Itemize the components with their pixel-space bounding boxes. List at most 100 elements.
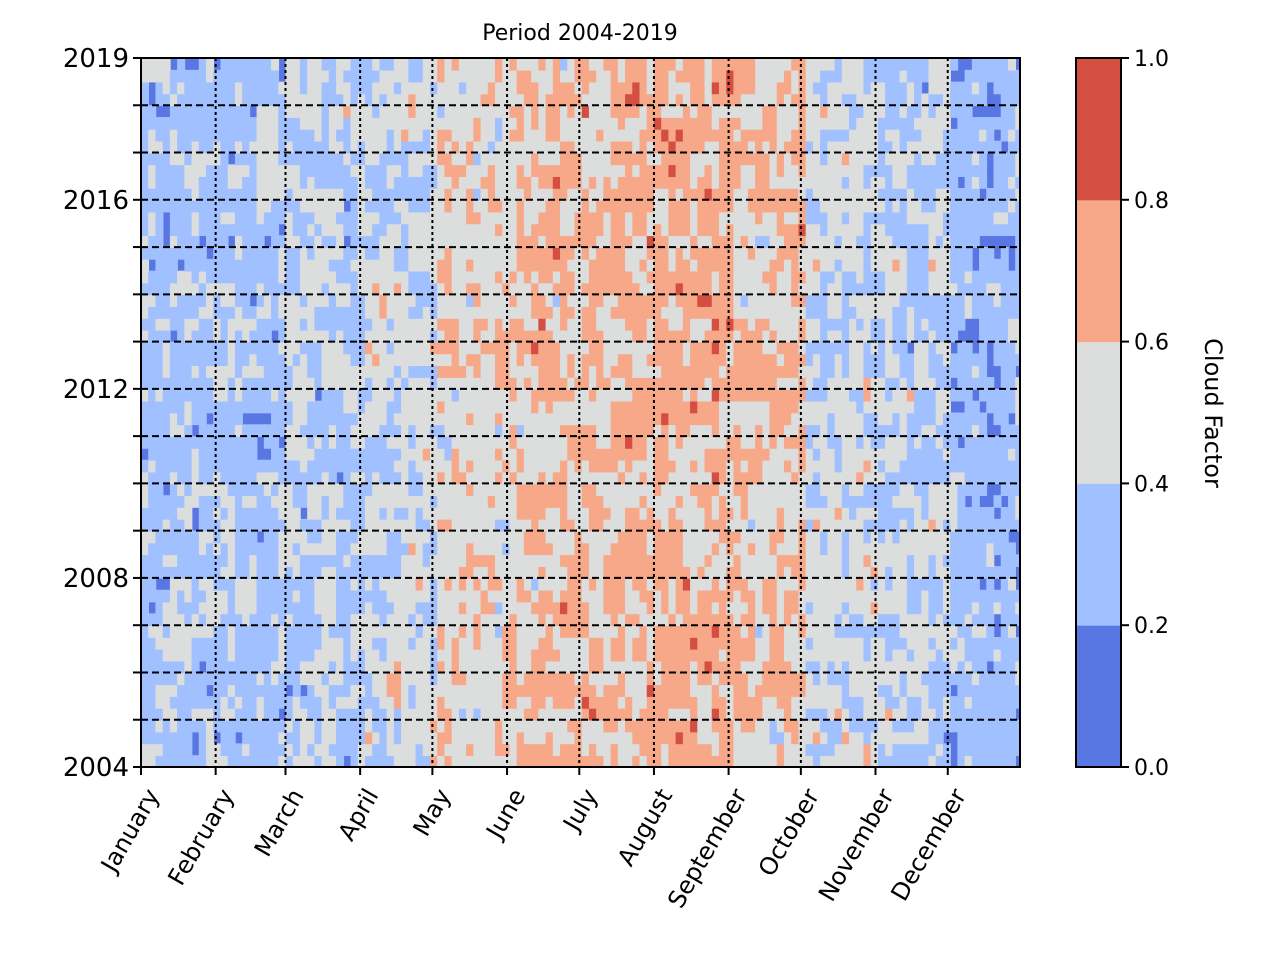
heatmap-cell [798,660,807,674]
heatmap-cell [278,495,287,508]
heatmap-cell [321,317,330,331]
heatmap-cell [495,554,504,567]
heatmap-cell [343,637,352,650]
heatmap-cell [567,719,576,733]
heatmap-cell [177,719,186,733]
heatmap-cell [856,412,865,426]
heatmap-cell [422,341,431,355]
heatmap-cell [162,365,171,378]
heatmap-cell [653,637,662,650]
heatmap-cell [191,353,200,367]
heatmap-cell [321,471,330,485]
heatmap-cell [350,353,359,367]
heatmap-cell [249,566,258,579]
heatmap-cell [863,719,872,733]
heatmap-cell [206,566,215,579]
heatmap-cell [668,577,677,591]
heatmap-cell [827,719,836,733]
heatmap-cell [928,471,937,485]
heatmap-cell [653,660,662,674]
heatmap-cell [401,377,410,390]
heatmap-cell [169,707,178,721]
heatmap-cell [747,530,756,544]
heatmap-cell [603,566,612,579]
heatmap-cell [177,589,186,603]
heatmap-cell [567,377,576,390]
heatmap-cell [350,743,359,756]
heatmap-cell [632,483,641,497]
heatmap-cell [263,719,272,733]
heatmap-cell [393,554,402,567]
heatmap-cell [271,625,280,638]
heatmap-cell [177,542,186,556]
heatmap-cell [986,648,995,662]
heatmap-cell [531,306,540,319]
heatmap-cell [364,589,373,603]
heatmap-cell [697,282,706,296]
heatmap-cell [429,625,439,638]
heatmap-cell [718,447,727,461]
heatmap-cell [473,518,482,532]
heatmap-cell [458,530,467,544]
heatmap-cell [747,317,756,331]
heatmap-cell [256,743,265,756]
heatmap-cell [343,424,352,437]
heatmap-cell [249,625,258,638]
heatmap-cell [971,507,980,520]
heatmap-cell [415,317,424,331]
heatmap-cell [646,483,655,497]
heatmap-cell [625,719,634,733]
heatmap-cell [1000,436,1009,449]
heatmap-cell [278,341,287,355]
heatmap-cell [596,353,605,367]
heatmap-cell [213,495,222,508]
heatmap-cell [560,530,569,544]
heatmap-cell [213,471,222,485]
heatmap-cell [292,447,301,461]
heatmap-cell [357,294,366,307]
heatmap-cell [148,400,157,414]
heatmap-cell [805,731,814,745]
heatmap-cell [733,412,742,426]
heatmap-cell [928,282,937,296]
heatmap-cell [783,530,793,544]
heatmap-cell [249,648,258,662]
heatmap-cell [437,660,446,674]
heatmap-cell [148,648,157,662]
heatmap-cell [625,341,634,355]
heatmap-cell [726,530,735,544]
heatmap-cell [610,566,619,579]
heatmap-cell [675,471,684,485]
heatmap-cell [184,412,193,426]
heatmap-cell [791,353,800,367]
heatmap-cell [278,365,287,378]
heatmap-cell [169,743,178,756]
heatmap-cell [278,530,287,544]
heatmap-cell [242,542,251,556]
heatmap-cell [206,447,215,461]
heatmap-cell [986,530,995,544]
heatmap-cell [820,483,829,497]
heatmap-cell [263,436,272,449]
heatmap-cell [588,707,597,721]
heatmap-cell [523,329,532,343]
heatmap-cell [906,388,915,402]
heatmap-cell [567,660,576,674]
heatmap-cell [307,483,316,497]
heatmap-cell [307,518,316,532]
heatmap-cell [690,637,699,650]
heatmap-cell [271,637,280,650]
heatmap-cell [849,530,858,544]
heatmap-cell [379,388,388,402]
heatmap-cell [198,306,207,319]
heatmap-cell [704,317,713,331]
heatmap-cell [458,270,467,284]
heatmap-cell [957,755,966,767]
heatmap-cell [849,353,858,367]
heatmap-cell [552,306,561,319]
heatmap-cell [148,731,157,745]
heatmap-cell [762,731,771,745]
heatmap-cell [422,447,431,461]
heatmap-cell [328,648,337,662]
heatmap-cell [278,459,287,473]
